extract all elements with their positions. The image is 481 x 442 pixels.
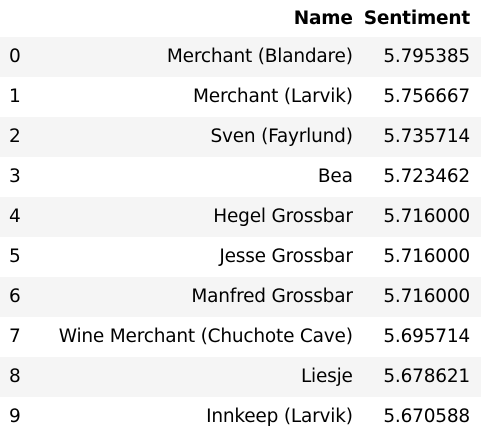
name-cell: Wine Merchant (Chuchote Cave) xyxy=(58,326,353,347)
sentiment-cell: 5.735714 xyxy=(383,126,470,147)
row-index: 4 xyxy=(9,206,21,227)
row-index: 5 xyxy=(9,246,21,267)
header-name: Name xyxy=(293,8,353,29)
sentiment-cell: 5.716000 xyxy=(383,246,470,267)
table-row: 5 Jesse Grossbar 5.716000 xyxy=(0,237,481,277)
sentiment-cell: 5.670588 xyxy=(383,406,470,427)
sentiment-cell: 5.716000 xyxy=(383,206,470,227)
row-index: 8 xyxy=(9,366,21,387)
table-row: 6 Manfred Grossbar 5.716000 xyxy=(0,277,481,317)
name-cell: Manfred Grossbar xyxy=(191,286,353,307)
table-row: 9 Innkeep (Larvik) 5.670588 xyxy=(0,397,481,437)
table-row: 4 Hegel Grossbar 5.716000 xyxy=(0,197,481,237)
table-row: 0 Merchant (Blandare) 5.795385 xyxy=(0,37,481,77)
table-row: 1 Merchant (Larvik) 5.756667 xyxy=(0,77,481,117)
table-row: 7 Wine Merchant (Chuchote Cave) 5.695714 xyxy=(0,317,481,357)
table-row: 2 Sven (Fayrlund) 5.735714 xyxy=(0,117,481,157)
name-cell: Merchant (Blandare) xyxy=(166,46,353,67)
name-cell: Merchant (Larvik) xyxy=(193,86,353,107)
header-row: Name Sentiment xyxy=(0,0,481,37)
sentiment-cell: 5.695714 xyxy=(383,326,470,347)
sentiment-cell: 5.756667 xyxy=(383,86,470,107)
table-row: 8 Liesje 5.678621 xyxy=(0,357,481,397)
sentiment-cell: 5.723462 xyxy=(383,166,470,187)
name-cell: Innkeep (Larvik) xyxy=(206,406,353,427)
name-cell: Liesje xyxy=(300,366,353,387)
header-index xyxy=(0,0,33,37)
row-index: 1 xyxy=(9,86,21,107)
sentiment-cell: 5.678621 xyxy=(383,366,470,387)
row-index: 2 xyxy=(9,126,21,147)
sentiment-cell: 5.795385 xyxy=(383,46,470,67)
table-row: 3 Bea 5.723462 xyxy=(0,157,481,197)
row-index: 0 xyxy=(9,46,21,67)
row-index: 7 xyxy=(9,326,21,347)
row-index: 9 xyxy=(9,406,21,427)
name-cell: Sven (Fayrlund) xyxy=(210,126,353,147)
name-cell: Hegel Grossbar xyxy=(213,206,353,227)
table-header: Name Sentiment xyxy=(0,0,481,37)
sentiment-cell: 5.716000 xyxy=(383,286,470,307)
header-sentiment: Sentiment xyxy=(363,8,470,29)
row-index: 3 xyxy=(9,166,21,187)
name-cell: Bea xyxy=(317,166,353,187)
name-cell: Jesse Grossbar xyxy=(219,246,353,267)
table-body: 0 Merchant (Blandare) 5.795385 1 Merchan… xyxy=(0,37,481,437)
row-index: 6 xyxy=(9,286,21,307)
